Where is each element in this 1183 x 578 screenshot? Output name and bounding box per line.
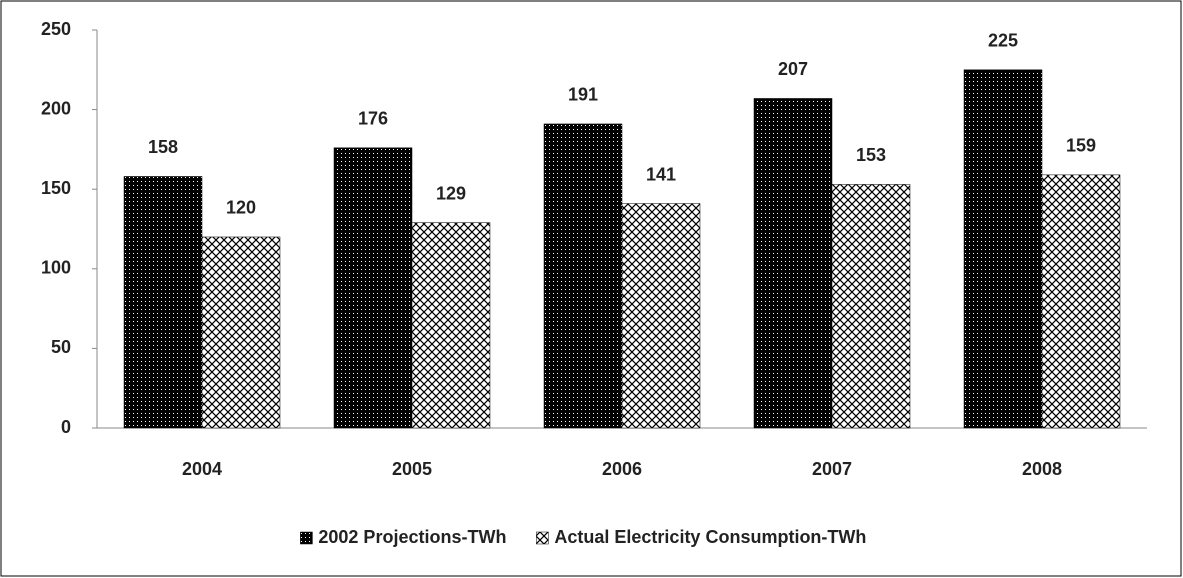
value-label: 207 — [778, 59, 808, 79]
bar — [621, 203, 701, 429]
bar — [333, 147, 413, 429]
legend-swatch — [536, 531, 549, 545]
value-label: 225 — [988, 31, 1018, 51]
value-label: 191 — [568, 85, 598, 105]
legend-swatch — [300, 531, 313, 545]
value-label: 141 — [646, 164, 676, 184]
y-tick-label: 50 — [51, 337, 71, 357]
y-tick-label: 200 — [41, 98, 71, 118]
x-tick-label: 2007 — [812, 459, 852, 479]
bar — [411, 222, 491, 429]
y-tick-label: 250 — [41, 19, 71, 39]
bar — [543, 123, 623, 429]
x-tick-label: 2006 — [602, 459, 642, 479]
value-label: 176 — [358, 109, 388, 129]
x-tick-label: 2008 — [1022, 459, 1062, 479]
value-label: 120 — [226, 198, 256, 218]
bar — [831, 184, 911, 429]
bar — [1041, 174, 1121, 429]
legend-label: Actual Electricity Consumption-TWh — [554, 527, 866, 547]
x-tick-label: 2005 — [392, 459, 432, 479]
y-tick-label: 0 — [61, 417, 71, 437]
bar — [201, 236, 281, 429]
y-tick-label: 100 — [41, 258, 71, 278]
legend-label: 2002 Projections-TWh — [318, 527, 506, 547]
value-label: 153 — [856, 145, 886, 165]
value-label: 159 — [1066, 136, 1096, 156]
x-tick-label: 2004 — [182, 459, 222, 479]
bar — [963, 69, 1043, 429]
bar — [753, 98, 833, 429]
value-label: 158 — [148, 137, 178, 157]
bar — [123, 176, 203, 429]
y-tick-label: 150 — [41, 178, 71, 198]
value-label: 129 — [436, 183, 466, 203]
